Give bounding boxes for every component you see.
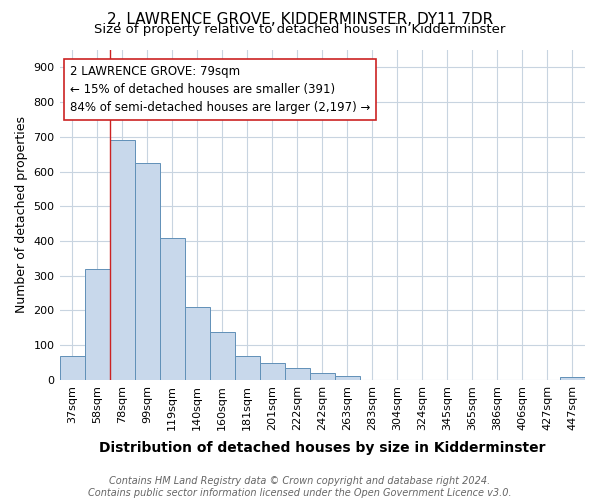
Bar [285,368,310,380]
Bar [260,363,285,380]
Bar [209,332,235,380]
X-axis label: Distribution of detached houses by size in Kidderminster: Distribution of detached houses by size … [99,441,545,455]
Bar [310,373,335,380]
Bar [134,163,160,380]
Text: 2, LAWRENCE GROVE, KIDDERMINSTER, DY11 7DR: 2, LAWRENCE GROVE, KIDDERMINSTER, DY11 7… [107,12,493,28]
Bar [85,269,110,380]
Text: Size of property relative to detached houses in Kidderminster: Size of property relative to detached ho… [94,22,506,36]
Bar [160,238,185,380]
Bar [560,377,585,380]
Bar [110,140,134,380]
Bar [235,356,260,380]
Text: 2 LAWRENCE GROVE: 79sqm
← 15% of detached houses are smaller (391)
84% of semi-d: 2 LAWRENCE GROVE: 79sqm ← 15% of detache… [70,65,370,114]
Bar [59,356,85,380]
Bar [335,376,360,380]
Text: Contains HM Land Registry data © Crown copyright and database right 2024.
Contai: Contains HM Land Registry data © Crown c… [88,476,512,498]
Y-axis label: Number of detached properties: Number of detached properties [15,116,28,314]
Bar [185,307,209,380]
